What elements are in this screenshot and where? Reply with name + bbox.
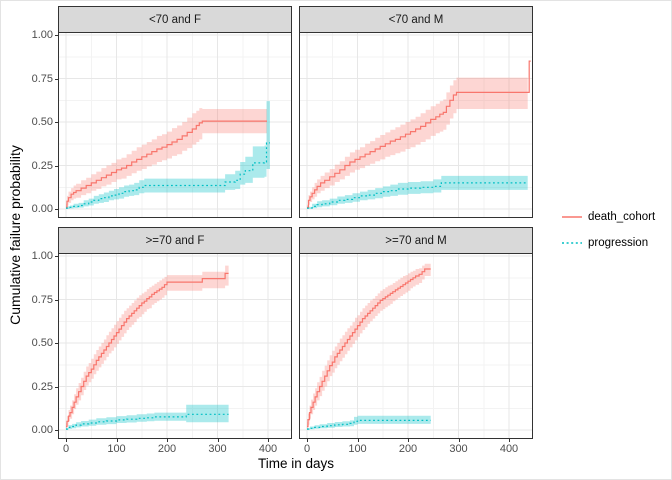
solid-line-key-icon [562, 216, 582, 218]
x-tick-mark [268, 439, 269, 442]
legend-label-progression: progression [588, 237, 649, 249]
x-tick-mark [167, 439, 168, 442]
x-tick-label: 0 [62, 443, 70, 455]
facet-strip-label: >=70 and M [385, 234, 447, 247]
series-line-death_cohort [307, 268, 431, 428]
y-tick-mark [55, 430, 58, 431]
x-tick-mark [357, 439, 359, 442]
x-tick-mark [458, 439, 460, 442]
y-tick-mark [55, 78, 58, 80]
series-line-death_cohort [66, 272, 229, 428]
x-tick-mark [217, 439, 219, 442]
facet-strip--70-and-f: <70 and F [58, 6, 292, 33]
facet-panel-0-1 [299, 32, 533, 218]
x-tick-label: 300 [449, 443, 468, 455]
facet-strip--70-and-m: >=70 and M [299, 227, 533, 254]
facet-panel-1-0 [58, 253, 292, 439]
series-line-progression [66, 413, 229, 430]
y-tick-label: 1.00 [31, 250, 53, 262]
x-tick-mark [307, 439, 308, 442]
series-line-death_cohort [307, 60, 531, 208]
y-tick-mark [55, 35, 58, 36]
x-tick-label: 200 [157, 443, 177, 455]
series-line-death_cohort [66, 120, 267, 208]
y-tick-label: 0.50 [31, 116, 53, 128]
y-tick-mark [55, 299, 58, 301]
y-tick-label: 0.25 [31, 380, 53, 393]
legend: death_cohort progression [561, 204, 655, 256]
x-tick-mark [509, 439, 510, 442]
x-tick-mark [116, 439, 118, 442]
facet-strip--70-and-m: <70 and M [299, 6, 533, 33]
series-line-progression [307, 419, 431, 430]
y-tick-mark [55, 122, 58, 123]
y-tick-mark [55, 386, 58, 388]
facet-strip-label: <70 and F [148, 13, 202, 26]
y-tick-mark [55, 209, 58, 210]
x-tick-label: 400 [499, 443, 519, 455]
dotted-line-key-icon [562, 242, 582, 244]
x-tick-label: 200 [398, 443, 418, 455]
x-tick-mark [66, 439, 67, 442]
x-axis-title: Time in days [257, 456, 335, 471]
y-tick-label: 1.00 [31, 29, 53, 41]
y-tick-mark [55, 165, 58, 167]
x-tick-label: 100 [348, 443, 367, 455]
x-tick-mark [408, 439, 409, 442]
y-tick-mark [55, 256, 58, 257]
x-tick-label: 0 [303, 443, 311, 455]
y-tick-label: 0.75 [31, 72, 53, 85]
facet-strip--70-and-f: >=70 and F [58, 227, 292, 254]
facet-strip-label: <70 and M [388, 13, 444, 26]
series-line-progression [307, 182, 528, 209]
legend-entry-progression: progression [561, 230, 655, 256]
legend-label-death-cohort: death_cohort [588, 211, 656, 223]
y-tick-label: 0.00 [31, 424, 53, 436]
legend-entry-death-cohort: death_cohort [561, 204, 655, 230]
y-tick-label: 0.25 [31, 159, 53, 172]
facet-panel-1-1 [299, 253, 533, 439]
facet-strip-label: >=70 and F [145, 234, 205, 247]
y-tick-label: 0.00 [31, 203, 53, 215]
x-tick-label: 400 [258, 443, 278, 455]
x-tick-label: 300 [208, 443, 227, 455]
y-tick-label: 0.50 [31, 337, 53, 349]
x-tick-label: 100 [107, 443, 126, 455]
facet-panel-0-0 [58, 32, 292, 218]
y-tick-label: 0.75 [31, 293, 53, 306]
y-tick-mark [55, 343, 58, 344]
